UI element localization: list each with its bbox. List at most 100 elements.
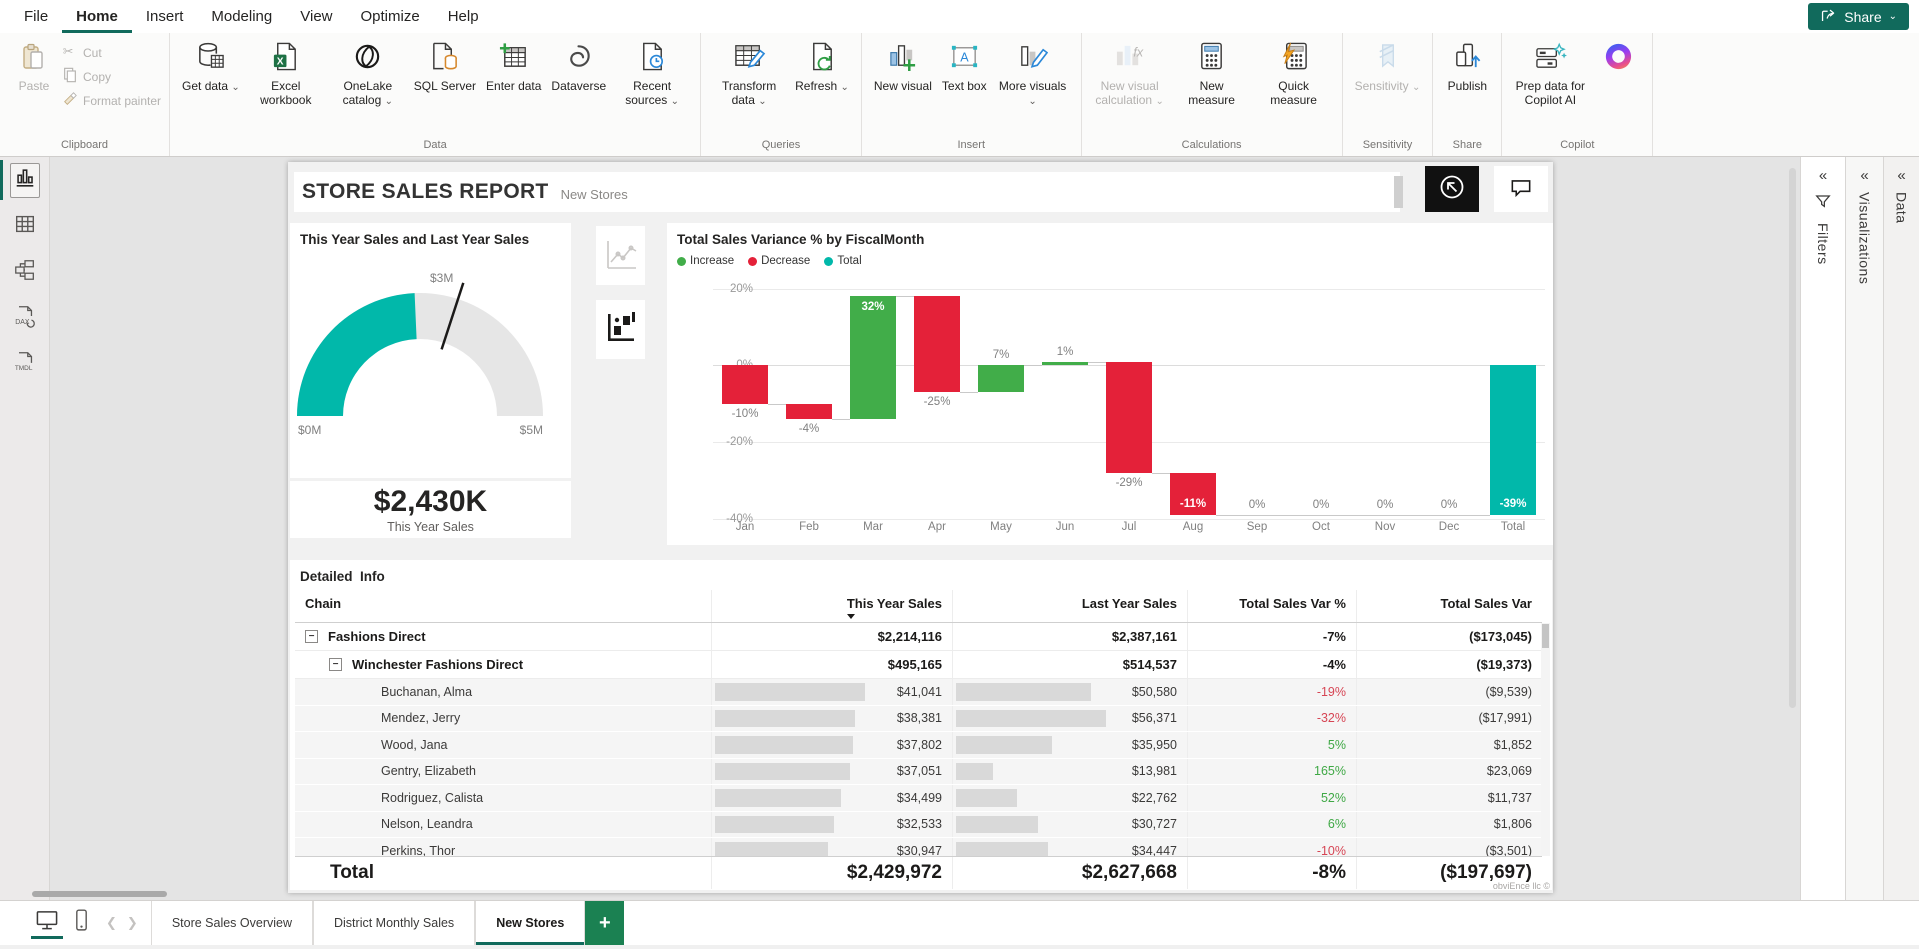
page-tab-district-monthly-sales[interactable]: District Monthly Sales bbox=[313, 901, 476, 945]
comment-button[interactable] bbox=[1494, 166, 1548, 212]
enter-data-button[interactable]: Enter data bbox=[482, 39, 545, 96]
data-panel-collapsed[interactable]: « Data bbox=[1883, 157, 1919, 900]
canvas-vertical-scrollbar[interactable] bbox=[1789, 168, 1796, 708]
menu-insert[interactable]: Insert bbox=[145, 7, 184, 25]
menu-help[interactable]: Help bbox=[447, 7, 479, 25]
previous-page-arrow[interactable]: ❮ bbox=[106, 915, 117, 930]
copy-button[interactable]: Copy bbox=[62, 67, 161, 86]
row-label: Winchester Fashions Direct bbox=[352, 657, 524, 672]
nav-report-view[interactable] bbox=[0, 157, 50, 203]
waterfall-bar-jul[interactable] bbox=[1106, 361, 1152, 473]
copilot-logo-button[interactable] bbox=[1592, 39, 1644, 79]
cell-value: $2,387,161 bbox=[1111, 629, 1177, 644]
share-button[interactable]: Share ⌄ bbox=[1808, 3, 1909, 30]
nav-tmdl-view[interactable]: TMDL bbox=[0, 341, 50, 387]
waterfall-bar-total[interactable] bbox=[1490, 365, 1536, 515]
expand-visualizations-icon[interactable]: « bbox=[1860, 167, 1869, 184]
waterfall-bar-may[interactable] bbox=[978, 365, 1024, 393]
data-label-dec: 0% bbox=[1440, 498, 1458, 511]
table-row-rodriguez-calista[interactable]: Rodriguez, Calista $34,499 $22,762 52% $11,7… bbox=[295, 785, 1542, 812]
waterfall-tile-button[interactable] bbox=[596, 300, 645, 359]
column-header-total-sales-var-[interactable]: Total Sales Var % bbox=[1188, 590, 1357, 622]
cell-value: $56,371 bbox=[1131, 711, 1177, 726]
waterfall-bar-apr[interactable] bbox=[914, 296, 960, 393]
excel-workbook-button[interactable]: X Excel workbook bbox=[246, 39, 326, 109]
visualizations-panel-collapsed[interactable]: « Visualizations bbox=[1845, 157, 1883, 900]
more-visuals-button[interactable]: More visuals ⌄ bbox=[993, 39, 1073, 110]
x-axis-label-feb: Feb bbox=[799, 521, 819, 533]
filters-panel-collapsed[interactable]: « Filters bbox=[1800, 157, 1845, 900]
nav-model-view[interactable] bbox=[0, 249, 50, 295]
menu-file[interactable]: File bbox=[24, 7, 49, 25]
menu-optimize[interactable]: Optimize bbox=[360, 7, 420, 25]
desktop-layout-button[interactable] bbox=[31, 901, 63, 945]
sql-server-button[interactable]: SQL Server bbox=[410, 39, 480, 96]
recent-sources-button[interactable]: Recent sources ⌄ bbox=[612, 39, 692, 110]
table-visual[interactable]: Detailed Info Chain This Year Sales Last Y… bbox=[290, 560, 1552, 890]
expand-filters-icon[interactable]: « bbox=[1818, 167, 1828, 184]
menu-home[interactable]: Home bbox=[62, 1, 132, 33]
waterfall-bar-mar[interactable] bbox=[850, 296, 896, 420]
collapse-icon[interactable]: − bbox=[329, 658, 342, 671]
waterfall-connector bbox=[1472, 514, 1490, 516]
table-row-fashions-direct[interactable]: − Fashions Direct $2,214,116 $2,387,161 -7% (… bbox=[295, 623, 1542, 651]
new-visual-button[interactable]: New visual bbox=[870, 39, 936, 96]
table-row-nelson-leandra[interactable]: Nelson, Leandra $32,533 $30,727 6% $1,806 bbox=[295, 811, 1542, 838]
publish-button[interactable]: Publish bbox=[1441, 39, 1493, 96]
transform-data-button[interactable]: Transform data ⌄ bbox=[709, 39, 789, 110]
x-axis-label-may: May bbox=[990, 521, 1012, 533]
onelake-catalog-button[interactable]: OneLake catalog ⌄ bbox=[328, 39, 408, 110]
refresh-button[interactable]: Refresh ⌄ bbox=[791, 39, 853, 97]
nav-table-view[interactable] bbox=[0, 203, 50, 249]
data-bar bbox=[715, 789, 841, 807]
table-row-perkins-thor[interactable]: Perkins, Thor $30,947 $34,447 -10% ($3,501) bbox=[295, 838, 1542, 856]
quick-measure-button[interactable]: Quick measure bbox=[1254, 39, 1334, 109]
column-header-last-year-sales[interactable]: Last Year Sales bbox=[953, 590, 1188, 622]
text-box-button[interactable]: A Text box bbox=[938, 39, 991, 96]
table-row-gentry-elizabeth[interactable]: Gentry, Elizabeth $37,051 $13,981 165% $23,0… bbox=[295, 758, 1542, 785]
table-row-wood-jana[interactable]: Wood, Jana $37,802 $35,950 5% $1,852 bbox=[295, 732, 1542, 759]
table-row-winchester-fashions-direct[interactable]: − Winchester Fashions Direct $495,165 $514,… bbox=[295, 651, 1542, 679]
waterfall-bar-jun[interactable] bbox=[1042, 361, 1088, 366]
nav-dax-query-view[interactable]: DAX bbox=[0, 295, 50, 341]
column-header-this-year-sales[interactable]: This Year Sales bbox=[712, 590, 953, 622]
table-row-mendez-jerry[interactable]: Mendez, Jerry $38,381 $56,371 -32% ($17,991) bbox=[295, 705, 1542, 732]
dataverse-button[interactable]: Dataverse bbox=[547, 39, 610, 96]
cut-button[interactable]: ✂ Cut bbox=[62, 43, 161, 62]
legend-total[interactable]: Total bbox=[824, 255, 862, 267]
menu-view[interactable]: View bbox=[300, 7, 333, 25]
new-measure-button[interactable]: New measure bbox=[1172, 39, 1252, 109]
card-visual[interactable]: $2,430K This Year Sales bbox=[290, 481, 571, 538]
line-chart-tile-button[interactable] bbox=[596, 226, 645, 285]
legend-dot bbox=[748, 256, 758, 266]
table-scrollbar-thumb[interactable] bbox=[1542, 624, 1549, 648]
next-page-arrow[interactable]: ❯ bbox=[126, 915, 138, 930]
waterfall-bar-aug[interactable] bbox=[1170, 472, 1216, 515]
get-data-button[interactable]: Get data ⌄ bbox=[178, 39, 244, 97]
column-header-chain[interactable]: Chain bbox=[295, 590, 712, 622]
legend-increase[interactable]: Increase bbox=[677, 255, 734, 267]
expand-data-icon[interactable]: « bbox=[1897, 167, 1906, 184]
back-navigation-button[interactable] bbox=[1425, 166, 1479, 212]
canvas-horizontal-scrollbar[interactable] bbox=[32, 891, 167, 897]
table-scrollbar[interactable] bbox=[1541, 623, 1550, 856]
mobile-layout-button[interactable] bbox=[74, 901, 89, 945]
column-header-total-sales-var[interactable]: Total Sales Var bbox=[1440, 596, 1532, 611]
legend-decrease[interactable]: Decrease bbox=[748, 255, 810, 267]
format-painter-button[interactable]: Format painter bbox=[62, 91, 161, 110]
waterfall-bar-jan[interactable] bbox=[722, 365, 768, 404]
prep-data-for-copilot-ai-button[interactable]: Prep data for Copilot AI bbox=[1510, 39, 1590, 109]
gauge-visual[interactable]: This Year Sales and Last Year Sales $3M … bbox=[290, 223, 571, 478]
new-page-button[interactable]: + bbox=[585, 901, 625, 945]
waterfall-bar-feb[interactable] bbox=[786, 403, 832, 420]
page-tab-store-sales-overview[interactable]: Store Sales Overview bbox=[150, 901, 313, 945]
collapse-icon[interactable]: − bbox=[305, 630, 318, 643]
cell-value: $37,802 bbox=[896, 737, 942, 752]
title-scrollbar[interactable] bbox=[1394, 176, 1403, 208]
waterfall-visual[interactable]: Total Sales Variance % by FiscalMonth In… bbox=[667, 223, 1553, 545]
page-tab-new-stores[interactable]: New Stores bbox=[475, 901, 586, 945]
y-axis-tick: -20% bbox=[726, 436, 753, 449]
table-row-buchanan-alma[interactable]: Buchanan, Alma $41,041 $50,580 -19% ($9,539) bbox=[295, 679, 1542, 706]
waterfall-zero-dec bbox=[1426, 514, 1472, 516]
menu-modeling[interactable]: Modeling bbox=[211, 7, 273, 25]
